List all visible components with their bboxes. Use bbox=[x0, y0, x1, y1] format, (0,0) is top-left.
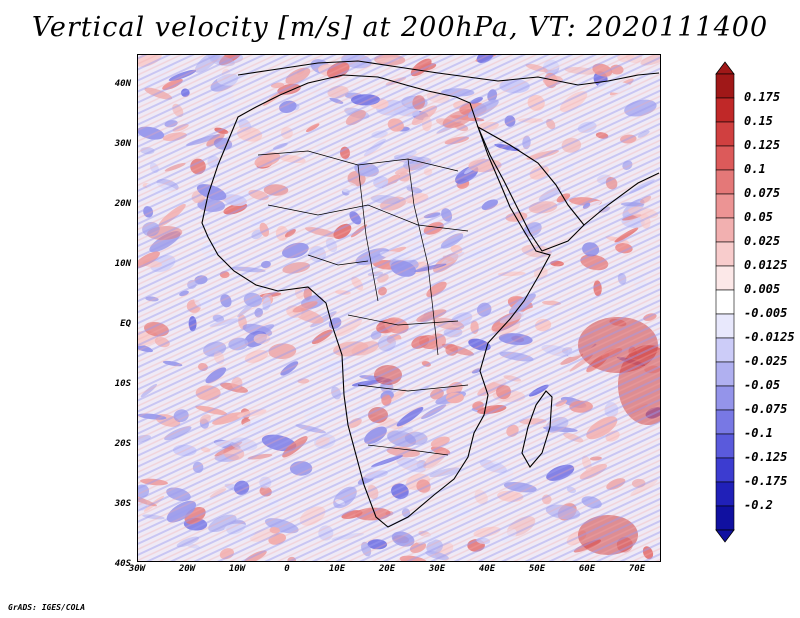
lon-tick-label: 10E bbox=[328, 564, 346, 574]
colorbar-segment bbox=[715, 313, 735, 339]
colorbar-segment bbox=[715, 361, 735, 387]
colorbar-label: 0.025 bbox=[744, 234, 781, 248]
asia-coastline bbox=[583, 172, 660, 226]
arabia-coastline bbox=[476, 125, 585, 252]
colorbar-label: 0.05 bbox=[744, 210, 773, 224]
lon-tick-label: 40E bbox=[478, 564, 496, 574]
lat-tick-label: 40N bbox=[114, 79, 131, 89]
colorbar-segment bbox=[715, 241, 735, 267]
colorbar-label: 0.175 bbox=[744, 90, 781, 104]
colorbar-label: -0.1 bbox=[744, 426, 773, 440]
colorbar-label: -0.125 bbox=[744, 450, 788, 464]
lat-tick-label: EQ bbox=[120, 319, 131, 329]
colorbar-segment bbox=[715, 433, 735, 459]
colorbar-label: -0.075 bbox=[744, 402, 788, 416]
lat-tick-label: 20S bbox=[114, 439, 131, 449]
colorbar-label: -0.0125 bbox=[744, 330, 795, 344]
lat-tick-label: 10N bbox=[114, 259, 131, 269]
lon-tick-label: 30W bbox=[128, 564, 146, 574]
europe-coastline bbox=[237, 60, 660, 86]
madagascar-coastline bbox=[521, 390, 553, 468]
lon-tick-label: 70E bbox=[628, 564, 646, 574]
colorbar-label: -0.005 bbox=[744, 306, 788, 320]
colorbar-label: 0.005 bbox=[744, 282, 781, 296]
colorbar-max-arrow bbox=[715, 61, 735, 75]
colorbar-segment bbox=[715, 481, 735, 507]
colorbar-label: -0.025 bbox=[744, 354, 788, 368]
lon-tick-label: 20E bbox=[378, 564, 396, 574]
map-panel bbox=[137, 54, 661, 562]
colorbar-segment bbox=[715, 505, 735, 531]
lat-tick-label: 30S bbox=[114, 499, 131, 509]
lon-tick-label: 20W bbox=[178, 564, 196, 574]
colorbar-segment bbox=[715, 409, 735, 435]
colorbar-label: -0.05 bbox=[744, 378, 781, 392]
vertical-velocity-field bbox=[138, 55, 660, 561]
colorbar-segment bbox=[715, 169, 735, 195]
africa-coastline bbox=[201, 74, 551, 528]
lon-tick-label: 50E bbox=[528, 564, 546, 574]
colorbar-segment bbox=[715, 457, 735, 483]
colorbar-segment bbox=[715, 265, 735, 291]
colorbar-label: 0.075 bbox=[744, 186, 781, 200]
colorbar-label: -0.175 bbox=[744, 474, 788, 488]
colorbar-segment bbox=[715, 97, 735, 123]
colorbar-segment bbox=[715, 217, 735, 243]
lat-tick-label: 10S bbox=[114, 379, 131, 389]
colorbar-min-arrow bbox=[715, 529, 735, 543]
colorbar-label: 0.125 bbox=[744, 138, 781, 152]
footer-credit: GrADS: IGES/COLA bbox=[8, 603, 86, 612]
lat-tick-label: 40S bbox=[114, 559, 131, 569]
colorbar-segment bbox=[715, 145, 735, 171]
lat-tick-label: 20N bbox=[114, 199, 131, 209]
lon-tick-label: 10W bbox=[228, 564, 246, 574]
lat-tick-label: 30N bbox=[114, 139, 131, 149]
lon-tick-label: 0 bbox=[284, 564, 290, 574]
lon-tick-label: 60E bbox=[578, 564, 596, 574]
colorbar bbox=[715, 61, 735, 543]
colorbar-segment bbox=[715, 385, 735, 411]
colorbar-label: 0.15 bbox=[744, 114, 773, 128]
colorbar-segment bbox=[715, 73, 735, 99]
lon-tick-label: 30E bbox=[428, 564, 446, 574]
colorbar-segment bbox=[715, 121, 735, 147]
colorbar-label: 0.0125 bbox=[744, 258, 788, 272]
colorbar-segment bbox=[715, 289, 735, 315]
colorbar-segment bbox=[715, 193, 735, 219]
colorbar-label: 0.1 bbox=[744, 162, 766, 176]
colorbar-label: -0.2 bbox=[744, 498, 773, 512]
colorbar-segment bbox=[715, 337, 735, 363]
chart-title: Vertical velocity [m/s] at 200hPa, VT: 2… bbox=[31, 12, 769, 43]
